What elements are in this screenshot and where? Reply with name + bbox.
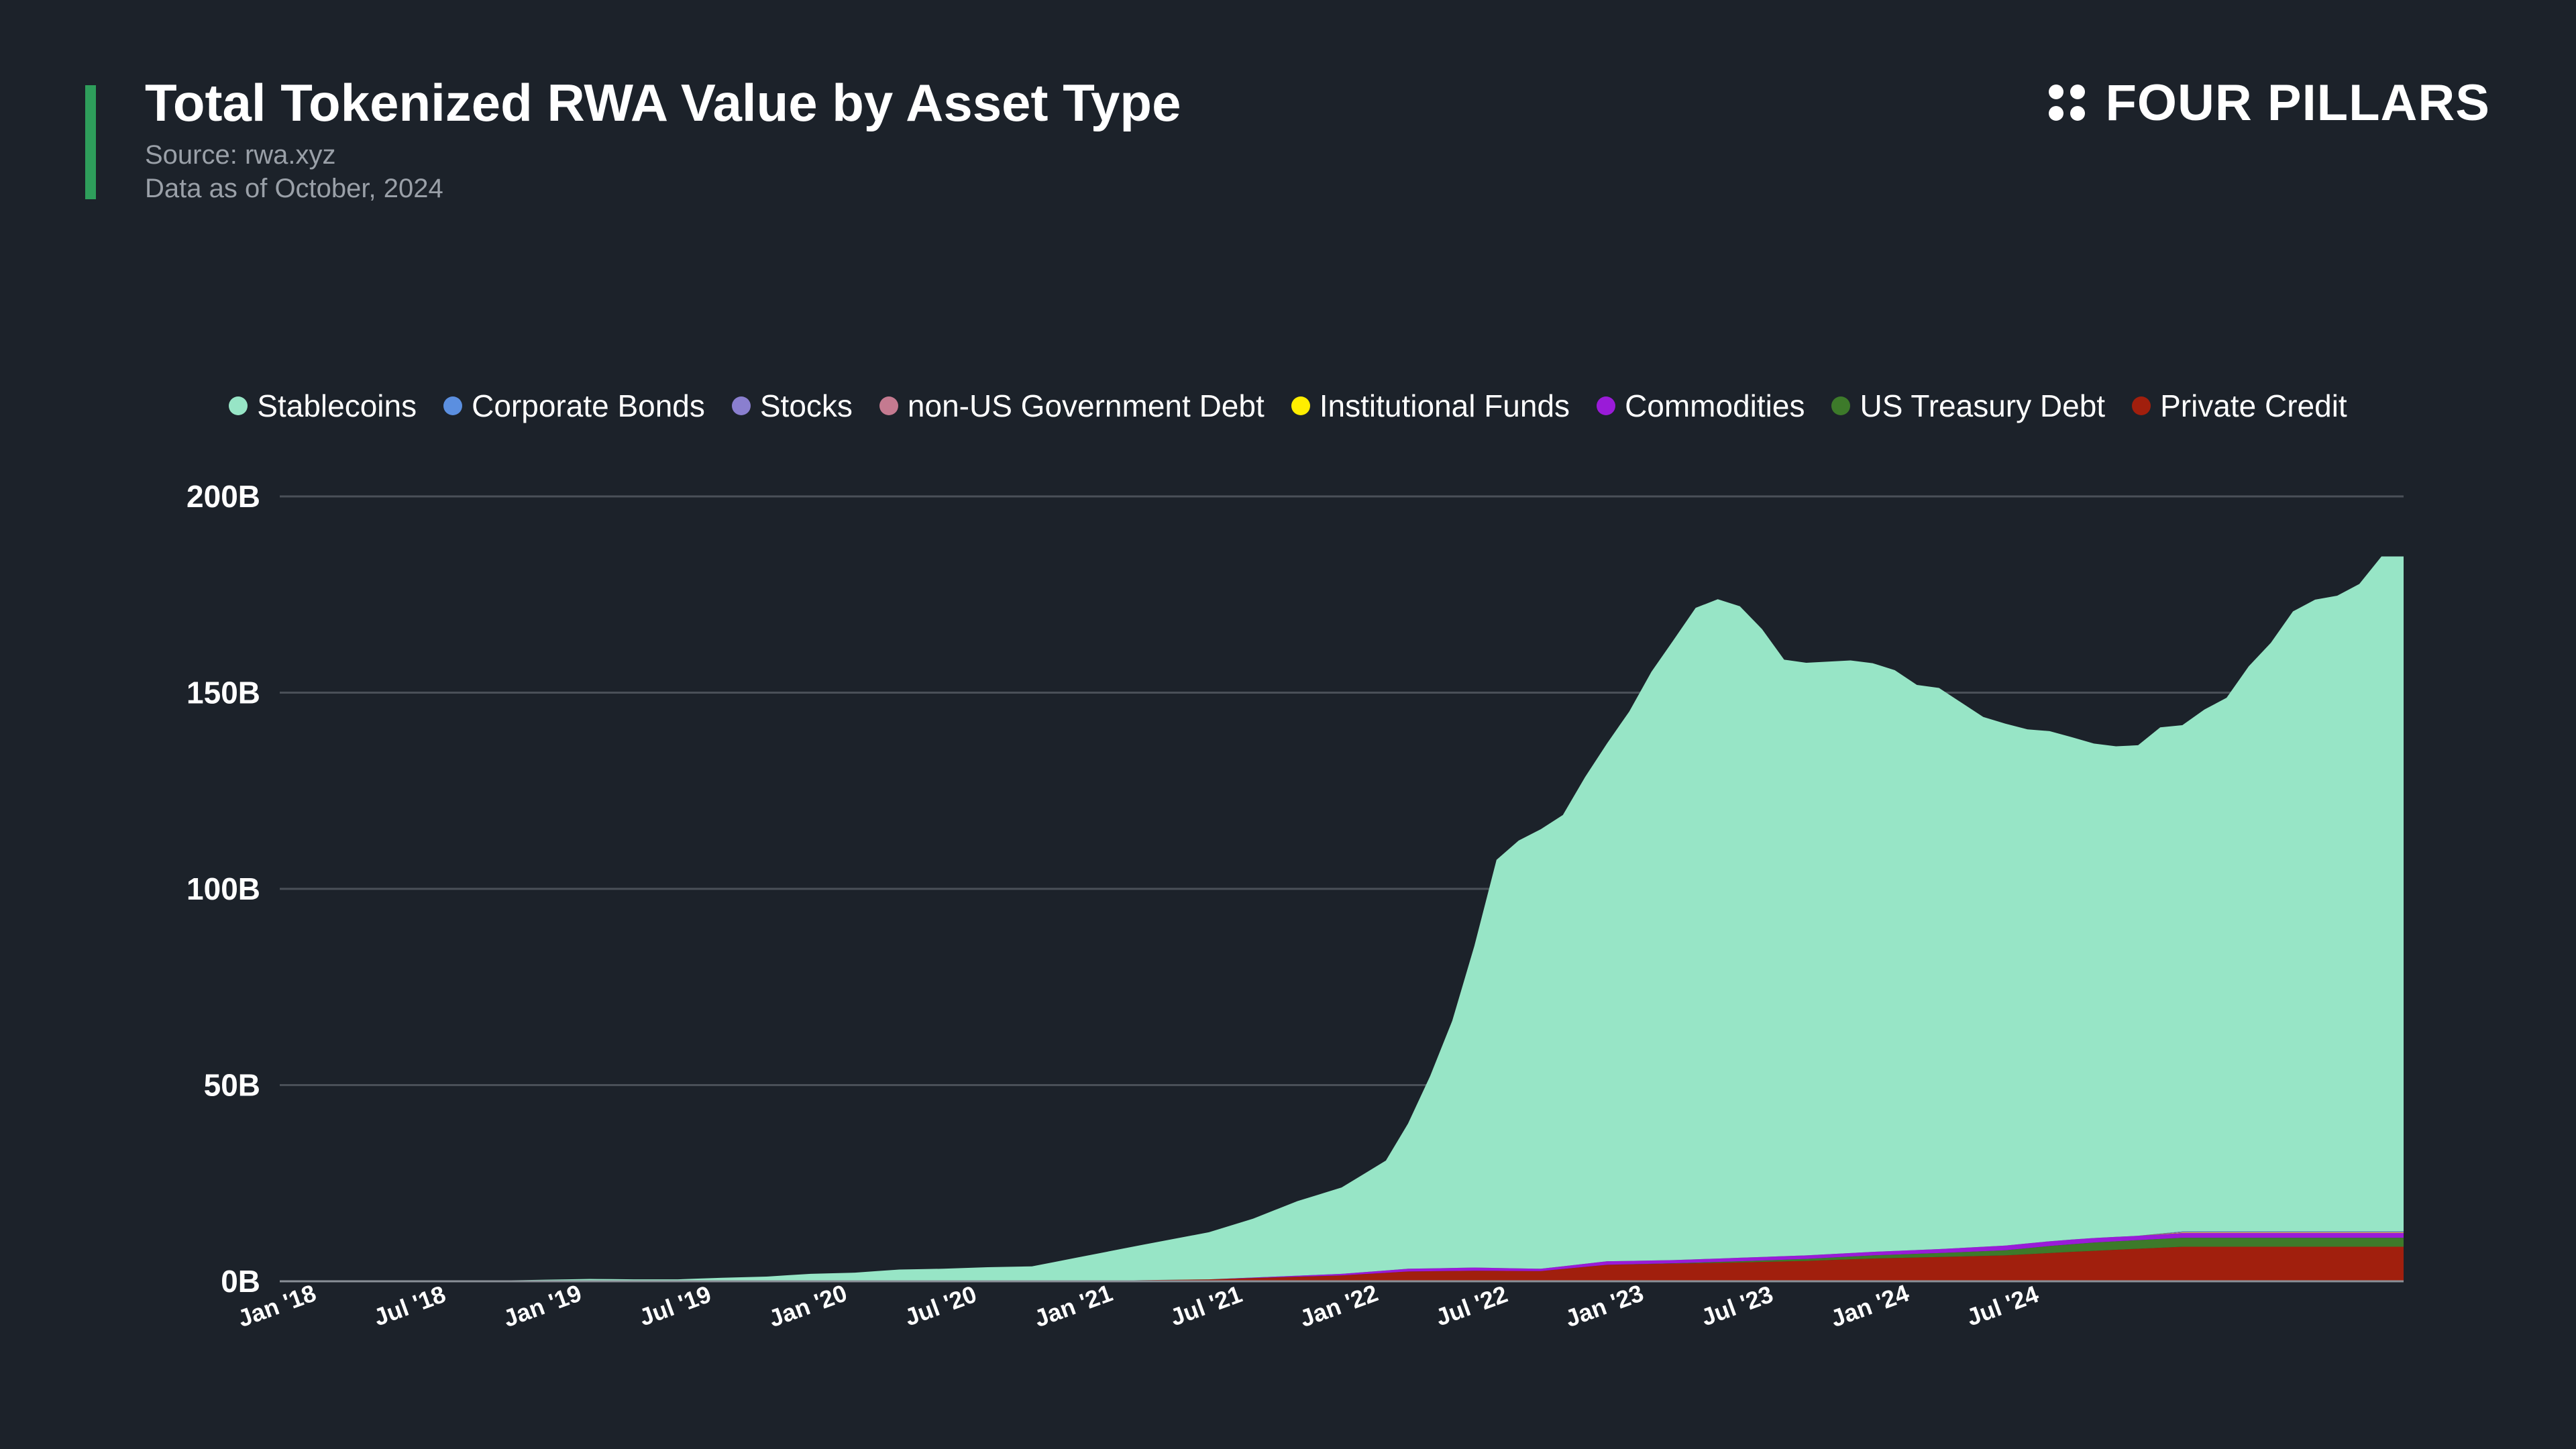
legend-item[interactable]: Corporate Bonds [443, 388, 705, 424]
x-tick-label: Jan '21 [1030, 1279, 1116, 1332]
legend-label: US Treasury Debt [1860, 388, 2106, 423]
series-area [280, 1246, 2404, 1281]
x-tick-label: Jul '18 [370, 1280, 449, 1331]
accent-bar [85, 85, 96, 199]
legend-label: Commodities [1625, 388, 1805, 423]
legend-label: Private Credit [2160, 388, 2347, 423]
legend-label: Corporate Bonds [472, 388, 705, 423]
legend-dot-icon [1831, 396, 1851, 415]
x-tick-label: Jul '23 [1697, 1280, 1776, 1331]
brand-logo: FOUR PILLARS [2049, 74, 2490, 132]
page-title: Total Tokenized RWA Value by Asset Type [145, 73, 1181, 132]
chart-legend: Stablecoins Corporate Bonds Stocks non-US G… [0, 388, 2576, 424]
x-tick-label: Jul '21 [1167, 1280, 1246, 1331]
x-tick-label: Jul '19 [635, 1280, 714, 1331]
y-tick-label: 100B [186, 871, 260, 906]
legend-dot-icon [229, 396, 248, 415]
legend-dot-icon [731, 396, 751, 415]
x-tick-label: Jul '24 [1963, 1280, 2042, 1331]
legend-label: non-US Government Debt [907, 388, 1265, 423]
y-tick-label: 200B [186, 479, 260, 514]
x-tick-label: Jan '24 [1827, 1279, 1913, 1332]
y-tick-label: 0B [221, 1264, 260, 1299]
legend-label: Stablecoins [257, 388, 417, 423]
legend-dot-icon [1291, 396, 1310, 415]
legend-item[interactable]: non-US Government Debt [879, 388, 1265, 424]
legend-item[interactable]: Stocks [731, 388, 853, 424]
brand-name: FOUR PILLARS [2105, 74, 2490, 131]
legend-dot-icon [879, 396, 898, 415]
y-tick-label: 150B [186, 676, 260, 710]
source-line: Source: rwa.xyz [145, 140, 336, 170]
x-tick-label: Jan '19 [500, 1279, 585, 1332]
legend-label: Institutional Funds [1319, 388, 1570, 423]
series-area [280, 1238, 2404, 1281]
x-tick-label: Jul '22 [1432, 1280, 1511, 1331]
legend-item[interactable]: Stablecoins [229, 388, 417, 424]
x-tick-label: Jul '20 [901, 1280, 980, 1331]
x-tick-label: Jan '20 [765, 1279, 851, 1332]
legend-item[interactable]: Private Credit [2132, 388, 2347, 424]
source-text: Source: rwa.xyz Data as of October, 2024 [145, 138, 443, 205]
x-tick-label: Jan '22 [1296, 1279, 1381, 1332]
x-tick-label: Jan '23 [1562, 1279, 1647, 1332]
legend-item[interactable]: US Treasury Debt [1831, 388, 2105, 424]
four-dots-icon [2049, 84, 2086, 122]
legend-dot-icon [1597, 396, 1616, 415]
y-tick-label: 50B [204, 1068, 260, 1103]
series-area [280, 556, 2404, 1281]
legend-label: Stocks [759, 388, 853, 423]
legend-dot-icon [2132, 396, 2151, 415]
asof-line: Data as of October, 2024 [145, 174, 443, 203]
legend-item[interactable]: Commodities [1597, 388, 1805, 424]
legend-item[interactable]: Institutional Funds [1291, 388, 1570, 424]
legend-dot-icon [443, 396, 463, 415]
